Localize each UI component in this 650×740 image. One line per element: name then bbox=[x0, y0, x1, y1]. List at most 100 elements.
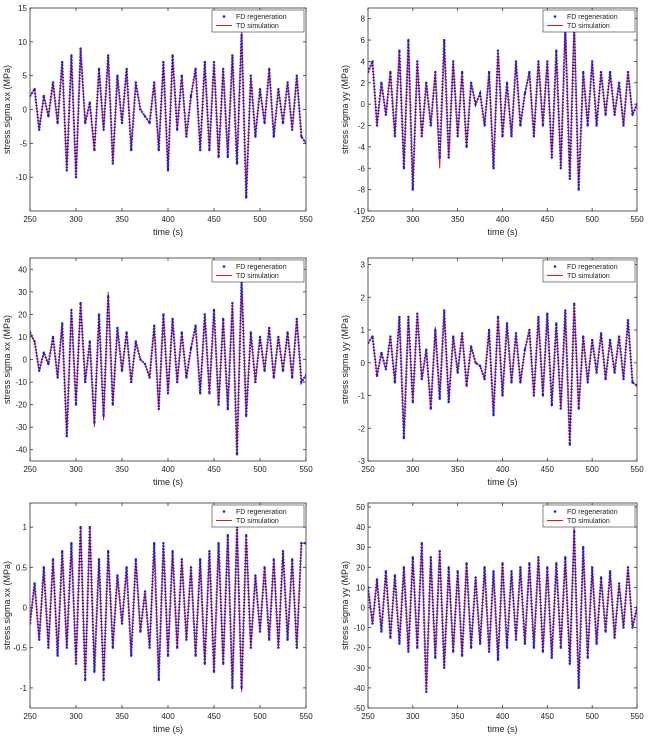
series-point-fd bbox=[148, 121, 151, 125]
series-point-fd bbox=[393, 135, 397, 138]
series-point-fd bbox=[371, 622, 374, 625]
series-point-fd bbox=[189, 347, 193, 350]
series-point-fd bbox=[88, 101, 92, 104]
series-point-fd bbox=[501, 562, 504, 565]
series-point-fd bbox=[268, 638, 271, 641]
series-point-fd bbox=[245, 196, 248, 199]
legend-box bbox=[542, 9, 636, 33]
legend-label-fd: FD regeneration bbox=[236, 14, 287, 21]
series-point-fd bbox=[519, 566, 522, 569]
series-point-fd bbox=[185, 376, 188, 379]
x-tick-label: 250 bbox=[361, 465, 375, 474]
y-tick-label: 20 bbox=[356, 563, 365, 572]
series-point-fd bbox=[111, 403, 115, 406]
series-point-fd bbox=[505, 322, 509, 325]
series-point-fd bbox=[371, 60, 374, 63]
series-point-fd bbox=[559, 167, 562, 170]
y-tick-label: -3 bbox=[358, 457, 366, 466]
series-point-fd bbox=[591, 60, 594, 63]
series-point-fd bbox=[51, 81, 55, 84]
series-point-fd bbox=[226, 155, 229, 159]
series-point-fd bbox=[541, 124, 545, 127]
series-point-fd bbox=[510, 135, 513, 138]
y-tick-label: -10 bbox=[353, 624, 365, 633]
series-point-fd bbox=[438, 550, 441, 553]
series-point-fd bbox=[604, 630, 607, 633]
series-point-fd bbox=[577, 686, 580, 690]
series-point-fd bbox=[375, 124, 379, 127]
series-point-fd bbox=[56, 121, 59, 125]
series-point-fd bbox=[42, 351, 45, 354]
x-tick-label: 350 bbox=[451, 215, 465, 224]
series-point-fd bbox=[107, 550, 110, 553]
series-point-fd bbox=[107, 295, 110, 298]
series-point-fd bbox=[286, 638, 289, 641]
series-point-fd bbox=[443, 666, 446, 669]
series-point-fd bbox=[157, 148, 160, 152]
series-point-fd bbox=[528, 562, 531, 565]
series-point-fd bbox=[384, 113, 388, 117]
series-point-fd bbox=[51, 335, 55, 339]
y-tick-label: 5 bbox=[23, 72, 28, 81]
series-point-fd bbox=[61, 322, 64, 325]
legend-label-fd: FD regeneration bbox=[236, 264, 287, 271]
series-point-fd bbox=[47, 362, 50, 366]
series-point-fd bbox=[523, 92, 527, 95]
x-tick-label: 250 bbox=[23, 465, 37, 474]
series-point-fd bbox=[523, 642, 527, 645]
legend: FD regeneration TD simulation bbox=[211, 504, 305, 528]
series-point-fd bbox=[380, 630, 383, 633]
series-point-fd bbox=[550, 404, 553, 407]
series-point-fd bbox=[139, 630, 142, 633]
plot-area bbox=[29, 7, 307, 212]
series-point-fd bbox=[102, 414, 105, 418]
series-point-fd bbox=[249, 331, 252, 334]
series-point-fd bbox=[425, 348, 428, 351]
series-point-fd bbox=[452, 60, 455, 63]
legend: FD regeneration TD simulation bbox=[211, 259, 305, 283]
x-tick-label: 550 bbox=[299, 465, 313, 474]
series-point-fd bbox=[568, 443, 571, 446]
y-tick-label: 1 bbox=[23, 523, 28, 532]
series-point-fd bbox=[438, 397, 441, 400]
series-point-fd bbox=[469, 646, 473, 649]
series-point-fd bbox=[61, 60, 64, 64]
series-point-fd bbox=[30, 622, 32, 625]
series-point-fd bbox=[222, 67, 225, 71]
series-point-fd bbox=[555, 562, 558, 565]
series-point-fd bbox=[33, 582, 36, 585]
series-point-fd bbox=[153, 81, 156, 84]
series-point-fd bbox=[546, 312, 549, 315]
y-tick-label: 15 bbox=[18, 4, 27, 13]
series-point-fd bbox=[300, 135, 303, 138]
series-point-fd bbox=[286, 331, 289, 334]
series-point-fd bbox=[496, 49, 500, 52]
series-point-fd bbox=[510, 570, 513, 573]
series-point-fd bbox=[429, 407, 432, 410]
series-point-fd bbox=[38, 128, 41, 131]
x-tick-label: 550 bbox=[630, 712, 644, 721]
series-point-fd bbox=[93, 421, 96, 424]
series-point-fd bbox=[514, 60, 518, 63]
series-point-fd bbox=[212, 670, 216, 673]
series-point-fd bbox=[194, 67, 197, 71]
y-tick-label: 50 bbox=[356, 503, 365, 512]
y-tick-label: -2 bbox=[358, 424, 366, 433]
x-axis-label: time (s) bbox=[488, 477, 518, 487]
series-point-fd bbox=[368, 70, 370, 74]
chart-panel-4: 250 300 350 400 450 500 550 -3 -2 -1 0 1 2 3 time (s) s… bbox=[340, 257, 644, 487]
series-point-fd bbox=[300, 380, 303, 384]
series-point-fd bbox=[203, 313, 206, 316]
legend-marker-fd bbox=[222, 15, 226, 18]
series-point-fd bbox=[166, 169, 170, 172]
series-point-fd bbox=[130, 148, 133, 152]
series-point-fd bbox=[249, 646, 252, 649]
series-point-fd bbox=[528, 70, 531, 74]
y-tick-label: 6 bbox=[361, 36, 366, 45]
series-point-fd bbox=[208, 392, 211, 395]
series-point-fd bbox=[162, 313, 165, 316]
series-point-fd bbox=[487, 70, 491, 74]
y-tick-label: 10 bbox=[18, 333, 27, 342]
x-tick-label: 300 bbox=[406, 712, 420, 721]
series-point-fd bbox=[460, 70, 464, 74]
